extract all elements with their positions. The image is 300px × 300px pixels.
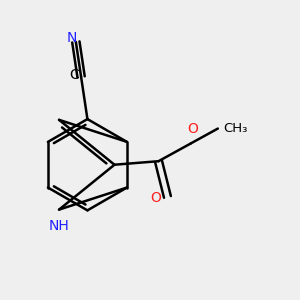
Text: N: N: [67, 31, 77, 44]
Text: C: C: [70, 68, 79, 83]
Text: NH: NH: [49, 219, 69, 233]
Text: O: O: [187, 122, 198, 136]
Text: O: O: [151, 191, 161, 206]
Text: CH₃: CH₃: [224, 122, 248, 135]
